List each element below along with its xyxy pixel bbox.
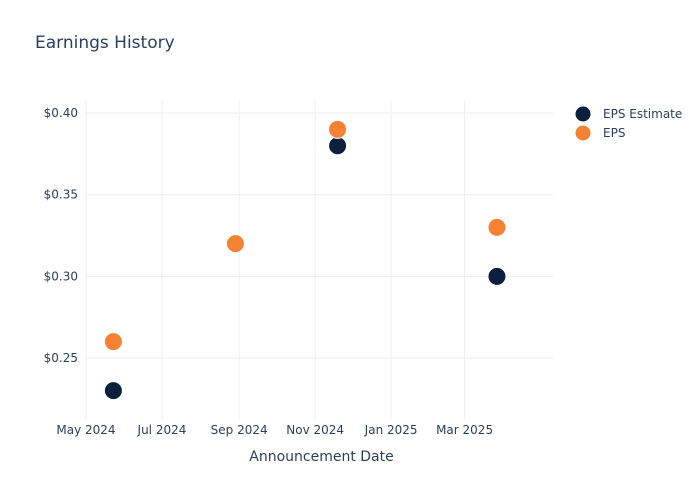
- y-tick-label: $0.35: [44, 188, 78, 202]
- legend[interactable]: EPS Estimate EPS: [574, 105, 682, 142]
- grid: [85, 100, 553, 420]
- x-tick-label: Jul 2024: [137, 423, 187, 437]
- data-point[interactable]: [103, 332, 123, 352]
- data-point[interactable]: [225, 234, 245, 254]
- x-tick-label: Sep 2024: [211, 423, 268, 437]
- data-point[interactable]: [487, 217, 507, 237]
- y-tick-label: $0.30: [44, 269, 78, 283]
- x-tick-label: Nov 2024: [286, 423, 344, 437]
- legend-item[interactable]: EPS Estimate: [574, 105, 682, 123]
- legend-item[interactable]: EPS: [574, 124, 625, 142]
- chart-title: Earnings History: [35, 33, 175, 53]
- data-point[interactable]: [328, 119, 348, 139]
- legend-marker: [574, 124, 592, 142]
- y-tick-label: $0.25: [44, 351, 78, 365]
- series-eps-estimate: [103, 136, 507, 401]
- x-tick-label: Jan 2025: [364, 423, 418, 437]
- legend-label: EPS: [603, 126, 625, 140]
- series-layer: [103, 119, 507, 401]
- legend-marker: [574, 105, 592, 123]
- x-tick-label: May 2024: [56, 423, 115, 437]
- x-axis-title: Announcement Date: [249, 449, 393, 465]
- data-point[interactable]: [103, 381, 123, 401]
- x-tick-label: Mar 2025: [436, 423, 493, 437]
- series-eps: [103, 119, 507, 352]
- legend-label: EPS Estimate: [603, 107, 682, 121]
- y-tick-label: $0.40: [44, 106, 78, 120]
- data-point[interactable]: [487, 266, 507, 286]
- data-point[interactable]: [328, 136, 348, 156]
- axes: Announcement Date $0.25 $0.30 $0.35 $0.40 Ma…: [44, 106, 493, 465]
